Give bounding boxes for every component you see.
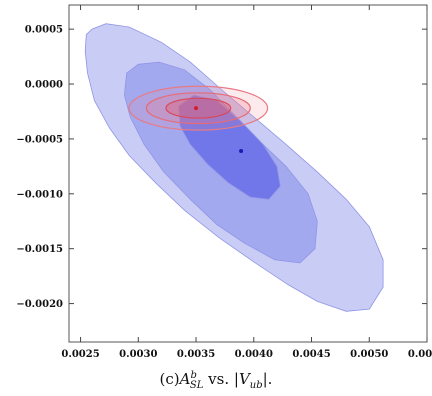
caption-sub: SL (189, 380, 204, 391)
figure-caption: (c)AbSL vs. |Vub|. (0, 370, 432, 391)
x-axis: 0.0025 0.0030 0.0035 0.0040 0.0045 0.0050 0.00… (61, 5, 432, 360)
y-tick-label: −0.0015 (16, 244, 63, 255)
caption-v-open: |V (233, 370, 250, 388)
caption-vs: vs. (203, 370, 234, 388)
x-tick-label: 0.0025 (61, 349, 99, 360)
y-tick-label: −0.0010 (16, 189, 63, 200)
caption-v-close: |. (262, 370, 273, 388)
y-tick-label: −0.0005 (16, 134, 63, 145)
y-tick-label: 0.0000 (25, 80, 63, 91)
contour-region-inner (178, 94, 281, 200)
caption-v-sub: ub (249, 380, 263, 391)
best-fit-points (194, 106, 244, 153)
x-tick-label: 0.0055 (408, 349, 432, 360)
ellipse-2 (145, 92, 251, 125)
x-tick-label: 0.0035 (177, 349, 215, 360)
y-tick-label: −0.0020 (16, 299, 63, 310)
contour-regions (84, 23, 384, 312)
caption-prefix: (c) (159, 370, 180, 388)
x-tick-label: 0.0040 (235, 349, 273, 360)
x-tick-label: 0.0050 (350, 349, 388, 360)
best-fit-point-1 (194, 106, 199, 111)
y-tick-label: 0.0005 (25, 25, 63, 36)
x-tick-label: 0.0045 (292, 349, 330, 360)
x-tick-label: 0.0030 (119, 349, 157, 360)
ellipse-3 (165, 97, 232, 119)
y-axis: 0.0005 0.0000 −0.0005 −0.0010 −0.0015 −0.0020 (16, 25, 427, 310)
best-fit-point-2 (239, 148, 244, 153)
caption-symbol: A (179, 370, 191, 388)
caption-sup: b (190, 370, 197, 381)
red-ellipses (128, 85, 269, 131)
